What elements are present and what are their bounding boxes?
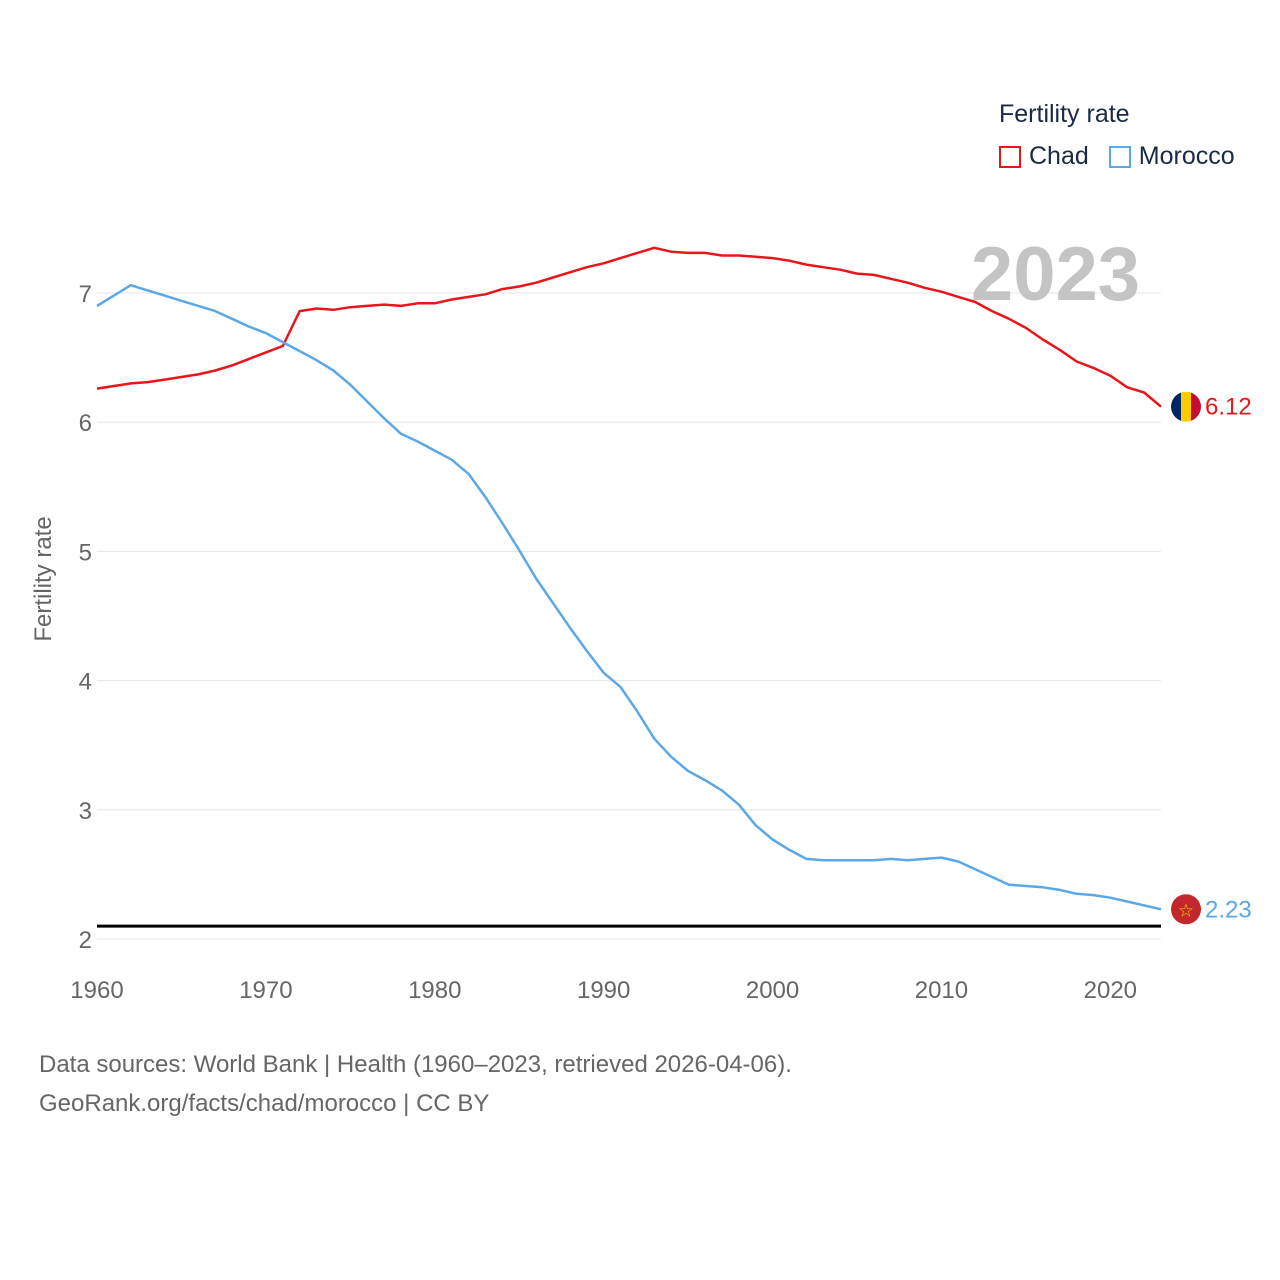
- x-tick-label: 1990: [577, 977, 630, 1004]
- y-tick-label: 5: [79, 539, 92, 566]
- footer: Data sources: World Bank | Health (1960–…: [39, 1045, 792, 1123]
- y-tick-label: 3: [79, 798, 92, 825]
- x-axis: 1960 1970 1980 1990 2000 2010 2020: [70, 977, 1137, 1004]
- series-layer: [96, 246, 1162, 911]
- legend-swatch-morocco: [1108, 145, 1131, 168]
- x-tick-label: 2000: [746, 977, 799, 1004]
- y-axis: 2 3 4 5 6 7: [79, 281, 92, 954]
- y-tick-label: 6: [79, 410, 92, 437]
- legend-label-morocco: Morocco: [1138, 142, 1235, 170]
- grid-lines: [97, 292, 1161, 940]
- morocco-flag-icon: ☆: [1171, 894, 1201, 925]
- legend: Chad Morocco: [999, 142, 1255, 171]
- end-markers: 6.12 ☆ 2.23: [1171, 391, 1252, 925]
- chad-flag-icon: [1171, 391, 1201, 422]
- x-tick-label: 1970: [239, 977, 292, 1004]
- series-line-morocco[interactable]: [96, 283, 1162, 911]
- x-tick-label: 2010: [915, 977, 968, 1004]
- legend-label-chad: Chad: [1029, 142, 1089, 170]
- legend-item-morocco[interactable]: Morocco: [1108, 142, 1235, 171]
- x-tick-label: 1980: [408, 977, 461, 1004]
- year-watermark: 2023: [971, 232, 1140, 317]
- end-value-label-chad: 6.12: [1205, 394, 1252, 421]
- y-tick-label: 7: [79, 281, 92, 308]
- legend-title: Fertility rate: [999, 100, 1130, 128]
- y-axis-label: Fertility rate: [30, 516, 57, 641]
- svg-text:☆: ☆: [1178, 900, 1194, 921]
- series-line-chad[interactable]: [96, 246, 1162, 408]
- data-source-text: Data sources: World Bank | Health (1960–…: [39, 1051, 792, 1078]
- y-tick-label: 4: [79, 669, 92, 696]
- x-tick-label: 2020: [1084, 977, 1137, 1004]
- y-tick-label: 2: [79, 927, 92, 954]
- x-tick-label: 1960: [70, 977, 123, 1004]
- legend-item-chad[interactable]: Chad: [999, 142, 1089, 171]
- end-value-label-morocco: 2.23: [1205, 896, 1252, 923]
- attribution-text: GeoRank.org/facts/chad/morocco | CC BY: [39, 1090, 490, 1117]
- legend-swatch-chad: [999, 145, 1021, 168]
